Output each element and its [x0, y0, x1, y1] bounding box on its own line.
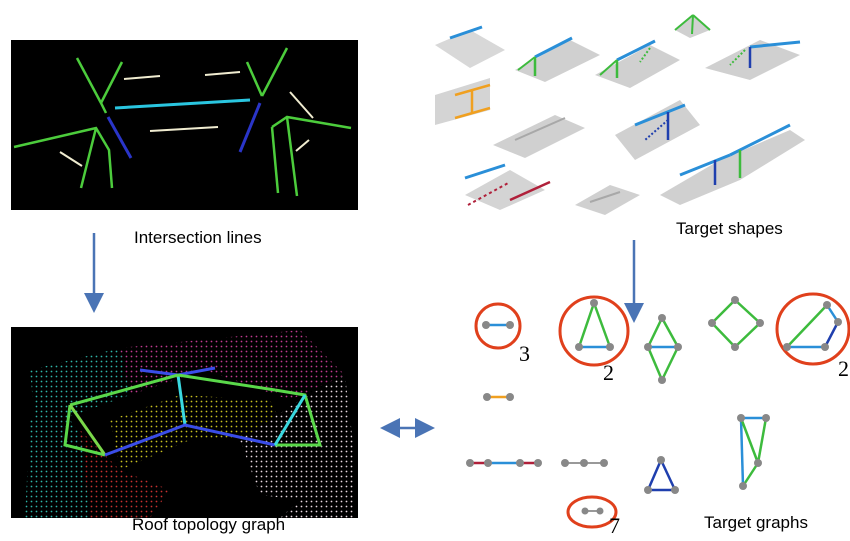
shape-9 [464, 163, 551, 210]
graph-trapezoid-circled [775, 292, 850, 366]
shape-2 [515, 36, 600, 82]
roof-topology-panel [11, 327, 358, 518]
count-small-edge: 7 [609, 513, 620, 538]
count-trapezoid: 2 [838, 356, 849, 381]
graph-chain-grey [561, 459, 608, 467]
graph-grey-edge-circled [566, 495, 618, 529]
shape-5 [705, 40, 801, 80]
shape-3 [595, 39, 680, 88]
intersection-lines-panel [11, 40, 358, 210]
shape-11 [660, 123, 805, 205]
shape-7 [493, 115, 585, 158]
target-graphs-label: Target graphs [704, 513, 808, 532]
graph-chain-colored [466, 459, 542, 467]
highlight-circle [566, 495, 618, 529]
shape-4 [674, 14, 711, 38]
highlight-circle [775, 292, 850, 366]
target-shapes-label: Target shapes [676, 219, 783, 238]
shape-10 [575, 185, 640, 215]
graph-triangle-circled [558, 295, 630, 367]
target-graphs: 3 2 [466, 292, 850, 538]
graph-tall-triangle [737, 414, 770, 490]
graph-double-triangle [644, 314, 682, 384]
graph-edge-circled [474, 302, 522, 350]
graph-orange-edge [483, 393, 514, 401]
shape-1 [435, 25, 505, 68]
graph-blue-triangle [644, 456, 679, 494]
roof-topology-label: Roof topology graph [132, 515, 285, 534]
count-edge: 3 [519, 341, 530, 366]
graph-diamond [708, 296, 764, 351]
target-shapes [435, 14, 805, 215]
count-triangle: 2 [603, 360, 614, 385]
highlight-circle [558, 295, 630, 367]
shape-8 [615, 100, 700, 160]
intersection-lines-label: Intersection lines [134, 228, 262, 247]
shape-6 [435, 78, 491, 125]
highlight-circle [474, 302, 522, 350]
